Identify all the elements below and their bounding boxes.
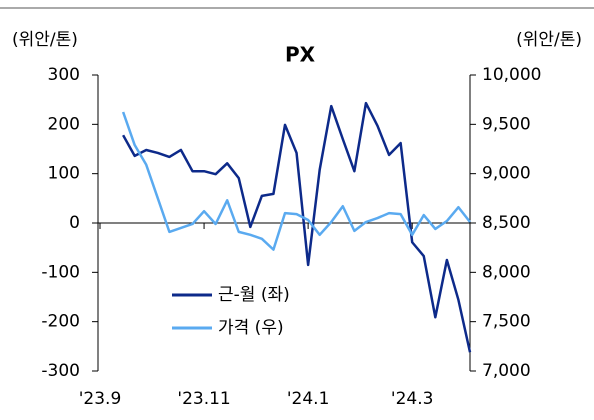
y-tick-label: 0 <box>69 213 80 233</box>
series-line <box>121 111 471 251</box>
chart-title: PX <box>285 43 316 67</box>
x-tick-label: '24.1 <box>287 389 330 409</box>
y2-tick-label: 9,000 <box>482 164 531 184</box>
series-line <box>122 101 472 353</box>
x-tick-label: '24.3 <box>391 389 434 409</box>
y-tick-label: 100 <box>48 164 80 184</box>
y2-tick-label: 8,000 <box>482 262 531 282</box>
x-tick-label: '23.11 <box>177 389 230 409</box>
x-tick-label: '23.9 <box>79 389 122 409</box>
y-tick-label: -200 <box>41 312 80 332</box>
y2-tick-label: 9,500 <box>482 114 531 134</box>
y-tick-label: 300 <box>48 65 80 85</box>
legend-label: 가격 (우) <box>218 318 284 338</box>
y-tick-label: 200 <box>48 114 80 134</box>
y2-tick-label: 10,000 <box>482 65 541 85</box>
y2-axis-label: (위안/톤) <box>516 30 582 50</box>
legend-label: 근-월 (좌) <box>218 285 290 305</box>
y-tick-label: -300 <box>41 361 80 381</box>
y-tick-label: -100 <box>41 262 80 282</box>
y2-tick-label: 7,500 <box>482 312 531 332</box>
y2-tick-label: 7,000 <box>482 361 531 381</box>
y2-tick-label: 8,500 <box>482 213 531 233</box>
y-axis-label: (위안/톤) <box>12 30 78 50</box>
